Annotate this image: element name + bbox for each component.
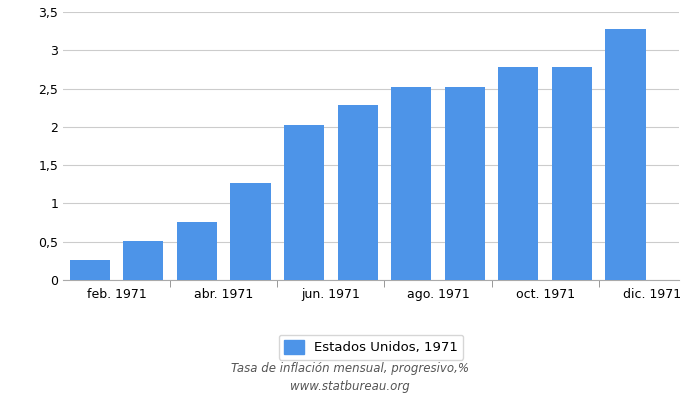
Bar (552, 67, 592, 280)
Bar (337, 106, 378, 280)
Bar (123, 241, 163, 280)
Bar (177, 222, 217, 280)
Bar (606, 29, 645, 280)
Bar (230, 183, 271, 280)
Text: Tasa de inflación mensual, progresivo,%: Tasa de inflación mensual, progresivo,% (231, 362, 469, 375)
Text: www.statbureau.org: www.statbureau.org (290, 380, 410, 393)
Bar (391, 87, 431, 280)
Bar (444, 87, 485, 280)
Bar (284, 124, 324, 280)
Bar (70, 260, 110, 280)
Bar (498, 67, 538, 280)
Legend: Estados Unidos, 1971: Estados Unidos, 1971 (279, 335, 463, 360)
